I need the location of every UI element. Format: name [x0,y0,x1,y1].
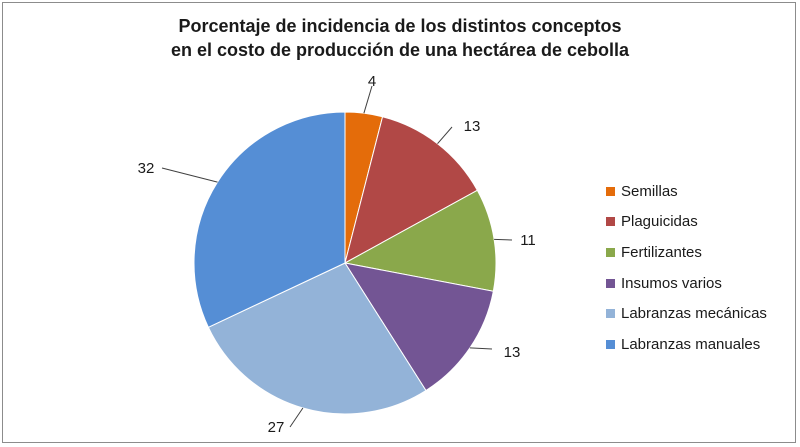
legend-label: Plaguicidas [621,213,698,231]
data-label: 13 [504,344,521,361]
legend-swatch [606,278,615,288]
legend-label: Labranzas manuales [621,335,761,353]
legend-label: Insumos varios [621,274,722,292]
legend-swatch [606,339,615,349]
chart-legend: Semillas Plaguicidas Fertilizantes Insum… [606,176,767,360]
chart-title: Porcentaje de incidencia de los distinto… [0,14,800,62]
legend-item-labranzas-mecanicas: Labranzas mecánicas [606,298,767,329]
legend-swatch [606,309,615,319]
legend-swatch [606,186,615,196]
legend-label: Fertilizantes [621,243,702,261]
leader-line [469,347,493,350]
leader-line [289,407,304,428]
chart-title-line-1: Porcentaje de incidencia de los distinto… [178,16,622,36]
pie-slice-fertilizantes [343,189,497,292]
data-label: 4 [368,73,376,90]
leader-line [494,238,513,241]
legend-item-plaguicidas: Plaguicidas [606,207,767,238]
legend-label: Labranzas mecánicas [621,305,767,323]
chart-title-line-2: en el costo de producción de una hectáre… [170,40,630,60]
data-label: 11 [520,232,536,249]
legend-item-labranzas-manuales: Labranzas manuales [606,329,767,360]
legend-swatch [606,247,615,257]
legend-item-fertilizantes: Fertilizantes [606,237,767,268]
leader-line [161,167,218,183]
legend-swatch [606,217,615,227]
pie-slice-labranzas-manuales [193,111,346,328]
data-label: 27 [268,419,285,436]
pie-slice-insumos-varios [343,262,494,392]
legend-item-semillas: Semillas [606,176,767,207]
data-label: 32 [138,160,155,177]
pie-slice-plaguicidas [344,116,478,264]
legend-item-insumos-varios: Insumos varios [606,268,767,299]
leader-line [437,126,453,145]
data-label: 13 [464,118,481,135]
leader-line [363,85,373,114]
legend-label: Semillas [621,182,678,200]
